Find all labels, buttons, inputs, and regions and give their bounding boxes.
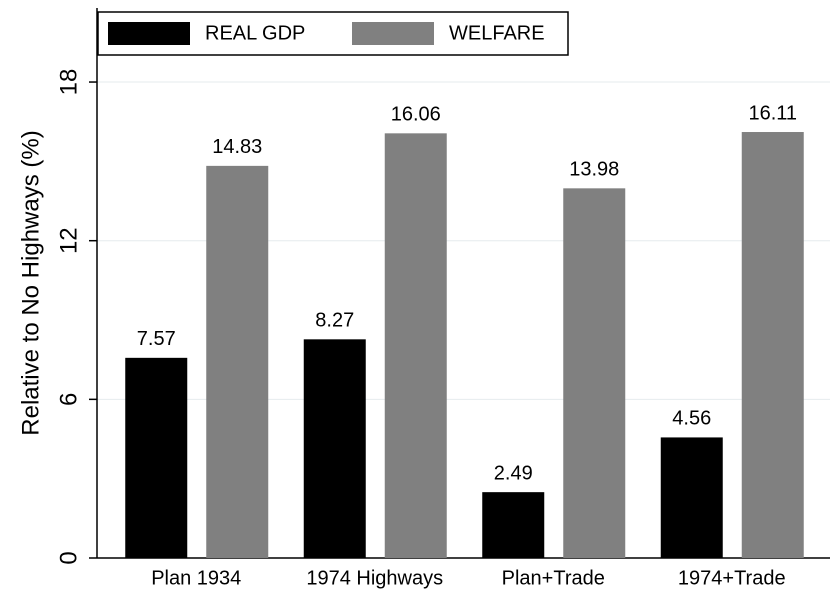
legend-swatch — [108, 22, 190, 45]
x-tick-label: 1974 Highways — [306, 567, 443, 589]
legend-label: WELFARE — [449, 22, 545, 44]
bar — [741, 132, 804, 559]
data-label: 8.27 — [315, 310, 354, 332]
data-label: 2.49 — [494, 462, 533, 484]
data-label: 7.57 — [137, 328, 176, 350]
bar — [660, 437, 723, 558]
data-label: 16.06 — [391, 104, 441, 126]
data-label: 4.56 — [672, 408, 711, 430]
bar — [206, 165, 269, 558]
x-tick-label: Plan 1934 — [151, 567, 241, 589]
data-label: 14.83 — [212, 136, 262, 158]
y-tick-label: 18 — [55, 69, 82, 96]
x-tick-label: 1974+Trade — [678, 567, 786, 589]
bar — [125, 357, 188, 558]
y-tick-label: 12 — [55, 227, 82, 254]
y-axis-label: Relative to No Highways (%) — [17, 130, 44, 435]
x-tick-label: Plan+Trade — [502, 567, 605, 589]
bar — [384, 133, 447, 558]
legend-label: REAL GDP — [205, 22, 305, 44]
data-label: 16.11 — [748, 102, 797, 124]
y-tick-label: 6 — [55, 393, 82, 406]
y-tick-label: 0 — [55, 551, 82, 564]
data-label: 13.98 — [569, 159, 619, 181]
bar — [303, 339, 366, 558]
legend-swatch — [352, 22, 434, 45]
bar — [563, 188, 626, 558]
bar — [482, 492, 545, 558]
